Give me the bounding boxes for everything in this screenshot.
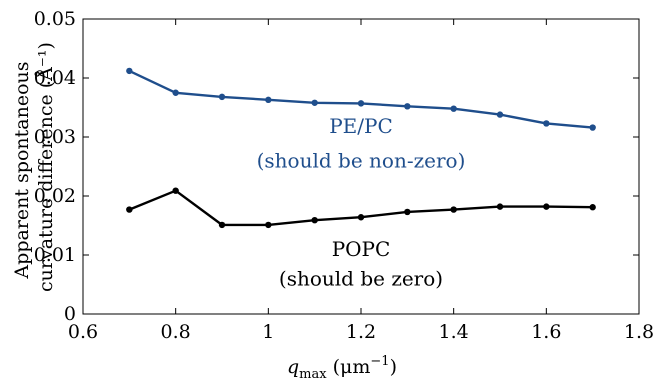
y-tick-label: 0: [64, 303, 76, 325]
x-axis-label-close: ): [390, 356, 397, 378]
x-axis-label: qmax (μm−1): [287, 354, 397, 381]
popc-data-point: [265, 221, 272, 229]
popc-data-point: [172, 187, 179, 194]
popc-data-point: [496, 203, 504, 210]
popc-data-point: [404, 208, 411, 216]
y-tick-label: 0.04: [34, 67, 76, 89]
popc-data-point: [218, 221, 226, 229]
pe-pc-data-point: [589, 124, 596, 131]
popc-data-point: [543, 203, 550, 210]
popc-data-point: [357, 214, 365, 221]
y-tick-label: 0.03: [34, 126, 76, 148]
y-tick-label: 0.02: [34, 185, 76, 207]
x-axis-label-superscript: −1: [370, 354, 389, 369]
pe-pc-data-point: [357, 100, 365, 107]
pe-pc-data-point: [450, 105, 457, 112]
pe-pc-note-annotation: (should be non-zero): [257, 149, 466, 173]
popc-name-annotation: POPC: [332, 237, 391, 261]
y-axis-ticks: 0 0.01 0.02 0.03 0.04 0.05: [34, 8, 639, 325]
x-tick-label: 1.8: [624, 321, 654, 343]
x-axis-ticks: 0.6 0.8 1 1.2 1.4 1.6 1.8: [68, 19, 654, 343]
y-tick-label: 0.05: [34, 8, 76, 30]
pe-pc-data-point: [218, 93, 226, 101]
pe-pc-data-point: [265, 96, 272, 104]
pe-pc-data-point: [126, 67, 133, 75]
y-axis-label: Apparent spontaneous curvature differenc…: [11, 42, 57, 292]
popc-data-point: [311, 216, 318, 224]
x-tick-label: 1.2: [346, 321, 376, 343]
annotation-layer: PE/PC (should be non-zero) POPC (should be …: [257, 114, 466, 291]
x-axis-label-units: (μm: [327, 356, 371, 378]
pe-pc-data-point: [172, 89, 179, 96]
pe-pc-data-point: [311, 99, 318, 106]
x-tick-label: 1.4: [439, 321, 469, 343]
x-tick-label: 1.6: [531, 321, 561, 343]
y-axis-label-line-2: curvature difference (Å⁻¹): [35, 42, 57, 292]
popc-data-point: [450, 206, 457, 213]
series-layer: [126, 67, 596, 229]
x-tick-label: 0.6: [68, 321, 98, 343]
popc-note-annotation: (should be zero): [279, 267, 443, 291]
x-tick-label: 0.8: [161, 321, 191, 343]
popc-data-point: [589, 204, 596, 211]
pe-pc-data-point: [404, 103, 411, 110]
pe-pc-data-point: [496, 111, 504, 118]
pe-pc-name-annotation: PE/PC: [329, 114, 393, 138]
x-axis-label-main: q: [287, 356, 299, 378]
y-tick-label: 0.01: [34, 244, 76, 266]
x-tick-label: 1: [262, 321, 274, 343]
y-axis-label-line-1: Apparent spontaneous: [11, 61, 33, 279]
x-axis-label-subscript: max: [299, 367, 327, 381]
pe-pc-data-point: [543, 120, 550, 127]
popc-data-point: [126, 206, 133, 213]
